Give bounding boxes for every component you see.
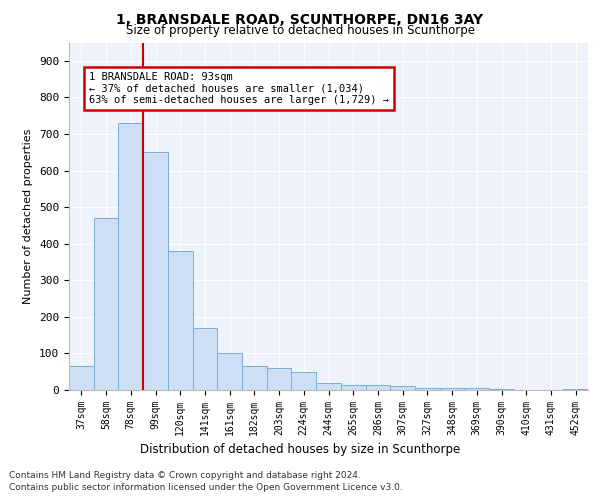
Bar — [341, 384, 365, 390]
Y-axis label: Number of detached properties: Number of detached properties — [23, 128, 34, 304]
Bar — [168, 251, 193, 390]
Bar — [415, 388, 440, 390]
Bar — [267, 368, 292, 390]
Bar — [143, 152, 168, 390]
Text: Distribution of detached houses by size in Scunthorpe: Distribution of detached houses by size … — [140, 442, 460, 456]
Bar — [365, 384, 390, 390]
Bar — [563, 389, 588, 390]
Text: Size of property relative to detached houses in Scunthorpe: Size of property relative to detached ho… — [125, 24, 475, 37]
Bar — [316, 382, 341, 390]
Text: Contains HM Land Registry data © Crown copyright and database right 2024.: Contains HM Land Registry data © Crown c… — [9, 471, 361, 480]
Bar — [193, 328, 217, 390]
Text: 1, BRANSDALE ROAD, SCUNTHORPE, DN16 3AY: 1, BRANSDALE ROAD, SCUNTHORPE, DN16 3AY — [116, 12, 484, 26]
Bar — [94, 218, 118, 390]
Bar — [390, 386, 415, 390]
Bar — [242, 366, 267, 390]
Bar — [69, 366, 94, 390]
Bar — [464, 388, 489, 390]
Text: Contains public sector information licensed under the Open Government Licence v3: Contains public sector information licen… — [9, 483, 403, 492]
Bar — [217, 354, 242, 390]
Bar — [489, 389, 514, 390]
Bar — [118, 123, 143, 390]
Bar — [292, 372, 316, 390]
Bar — [440, 388, 464, 390]
Text: 1 BRANSDALE ROAD: 93sqm
← 37% of detached houses are smaller (1,034)
63% of semi: 1 BRANSDALE ROAD: 93sqm ← 37% of detache… — [89, 72, 389, 105]
